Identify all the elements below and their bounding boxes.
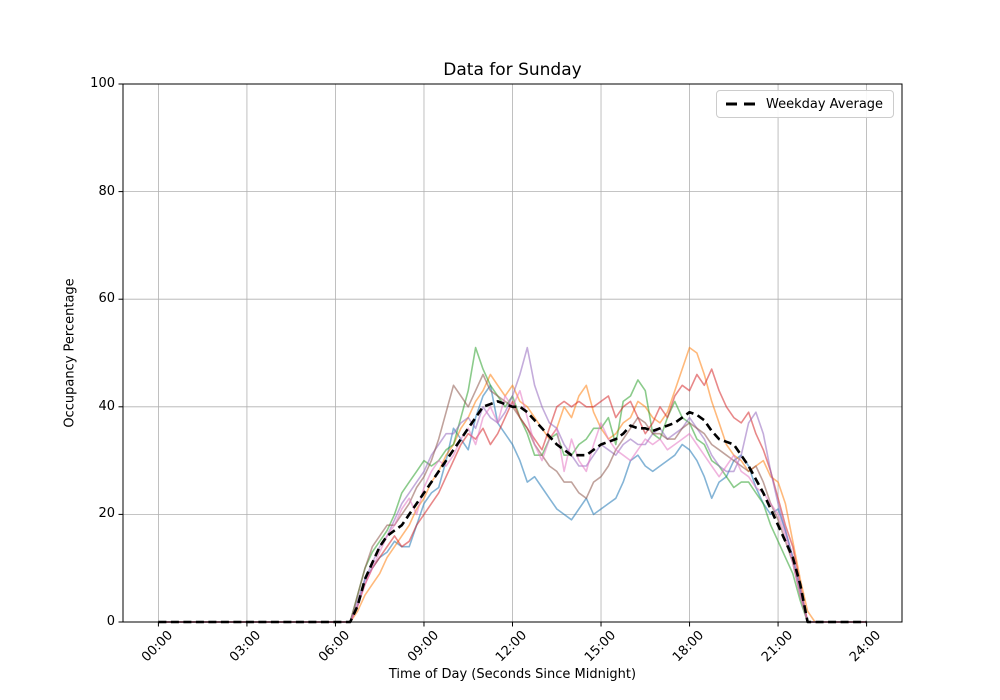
y-tick-label: 20 (98, 506, 115, 522)
chart-title: Data for Sunday (443, 60, 582, 80)
legend-box: Weekday Average (716, 90, 895, 118)
legend-label: Weekday Average (766, 96, 884, 112)
y-tick-label: 40 (98, 398, 115, 414)
dashed-line-icon (726, 102, 757, 106)
y-tick-label: 0 (106, 614, 115, 629)
y-tick-label: 60 (98, 291, 115, 307)
y-tick-label: 100 (90, 76, 115, 91)
x-axis-label: Time of Day (Seconds Since Midnight) (388, 667, 637, 682)
y-tick-label: 80 (98, 183, 115, 199)
